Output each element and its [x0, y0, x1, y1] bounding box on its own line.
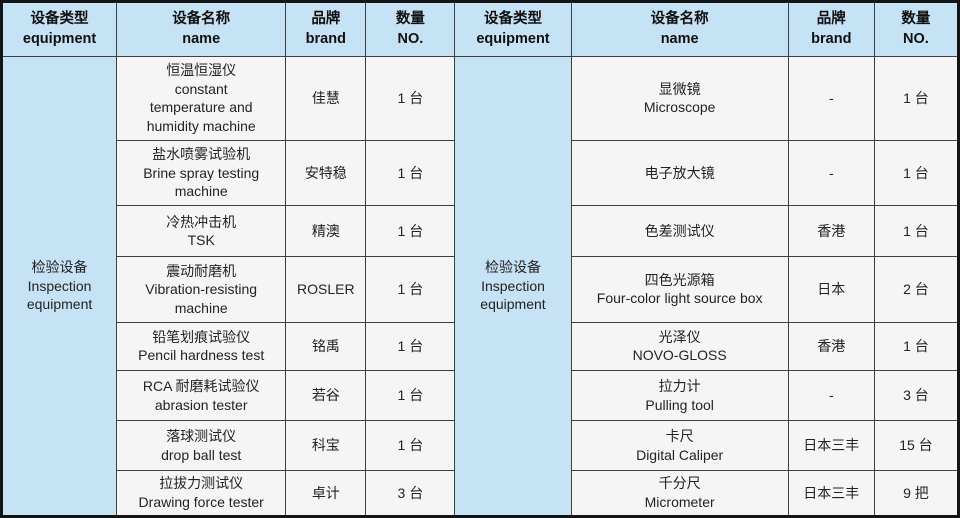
- header-brand-right: 品牌 brand: [787, 1, 875, 57]
- cell-brand: 佳慧: [285, 56, 367, 141]
- header-quantity-left: 数量 NO.: [365, 1, 456, 57]
- cell-brand: 安特稳: [285, 139, 367, 206]
- cell-equipment-name: 色差测试仪: [570, 204, 789, 258]
- category-cell-left: 检验设备 Inspection equipment: [0, 56, 118, 517]
- cell-quantity: 1 台: [365, 139, 456, 206]
- cell-brand: 香港: [787, 321, 875, 372]
- cell-quantity: 1 台: [365, 370, 456, 422]
- header-quantity-right: 数量 NO.: [873, 1, 960, 57]
- cell-equipment-name: 拉力计 Pulling tool: [570, 370, 789, 422]
- table-row: 盐水喷雾试验机 Brine spray testing machine 安特稳 …: [2, 139, 960, 206]
- cell-quantity: 1 台: [365, 420, 456, 471]
- cell-equipment-name: 冷热冲击机 TSK: [116, 204, 287, 258]
- table-row: 冷热冲击机 TSK 精澳 1 台 色差测试仪 香港 1 台: [2, 204, 960, 258]
- cell-equipment-name: 恒温恒湿仪 constant temperature and humidity …: [116, 56, 287, 141]
- header-equipment-name-left: 设备名称 name: [116, 1, 287, 57]
- cell-quantity: 1 台: [365, 56, 456, 141]
- header-brand-left: 品牌 brand: [285, 1, 367, 57]
- category-cell-right: 检验设备 Inspection equipment: [454, 56, 572, 517]
- cell-equipment-name: 千分尺 Micrometer: [570, 469, 789, 518]
- cell-brand: 香港: [787, 204, 875, 258]
- cell-equipment-name: 震动耐磨机 Vibration-resisting machine: [116, 256, 287, 323]
- cell-brand: -: [787, 370, 875, 422]
- cell-brand: 卓计: [285, 469, 367, 518]
- cell-equipment-name: 拉拔力测试仪 Drawing force tester: [116, 469, 287, 518]
- cell-brand: 精澳: [285, 204, 367, 258]
- cell-quantity: 1 台: [365, 321, 456, 372]
- cell-equipment-name: 显微镜 Microscope: [570, 56, 789, 141]
- cell-quantity: 3 台: [365, 469, 456, 518]
- cell-equipment-name: 铅笔划痕试验仪 Pencil hardness test: [116, 321, 287, 372]
- cell-quantity: 3 台: [873, 370, 960, 422]
- cell-quantity: 1 台: [873, 204, 960, 258]
- cell-quantity: 1 台: [365, 204, 456, 258]
- cell-quantity: 15 台: [873, 420, 960, 471]
- cell-brand: 科宝: [285, 420, 367, 471]
- cell-brand: 日本: [787, 256, 875, 323]
- table-row: 震动耐磨机 Vibration-resisting machine ROSLER…: [2, 256, 960, 323]
- cell-quantity: 1 台: [873, 139, 960, 206]
- cell-brand: 铭禹: [285, 321, 367, 372]
- cell-quantity: 9 把: [873, 469, 960, 518]
- cell-equipment-name: 四色光源箱 Four-color light source box: [570, 256, 789, 323]
- cell-equipment-name: 电子放大镜: [570, 139, 789, 206]
- cell-brand: -: [787, 56, 875, 141]
- header-equipment-type-right: 设备类型 equipment: [454, 1, 572, 57]
- cell-equipment-name: RCA 耐磨耗试验仪 abrasion tester: [116, 370, 287, 422]
- cell-brand: 日本三丰: [787, 420, 875, 471]
- cell-equipment-name: 盐水喷雾试验机 Brine spray testing machine: [116, 139, 287, 206]
- cell-equipment-name: 落球测试仪 drop ball test: [116, 420, 287, 471]
- table-row: 铅笔划痕试验仪 Pencil hardness test 铭禹 1 台 光泽仪 …: [2, 321, 960, 372]
- header-equipment-type-left: 设备类型 equipment: [0, 1, 118, 57]
- cell-brand: ROSLER: [285, 256, 367, 323]
- table-row: 检验设备 Inspection equipment 恒温恒湿仪 constant…: [0, 56, 960, 517]
- cell-quantity: 1 台: [873, 321, 960, 372]
- cell-equipment-name: 卡尺 Digital Caliper: [570, 420, 789, 471]
- cell-quantity: 2 台: [873, 256, 960, 323]
- cell-quantity: 1 台: [365, 256, 456, 323]
- table-row: 拉拔力测试仪 Drawing force tester 卓计 3 台 千分尺 M…: [2, 469, 960, 518]
- table-row: RCA 耐磨耗试验仪 abrasion tester 若谷 1 台 拉力计 Pu…: [2, 370, 960, 422]
- header-equipment-name-right: 设备名称 name: [570, 1, 789, 57]
- header-row: 设备类型 equipment 设备名称 name 品牌 brand 数量 NO.…: [0, 1, 960, 57]
- cell-equipment-name: 光泽仪 NOVO-GLOSS: [570, 321, 789, 372]
- cell-brand: 日本三丰: [787, 469, 875, 518]
- cell-brand: 若谷: [285, 370, 367, 422]
- cell-quantity: 1 台: [873, 56, 960, 141]
- cell-brand: -: [787, 139, 875, 206]
